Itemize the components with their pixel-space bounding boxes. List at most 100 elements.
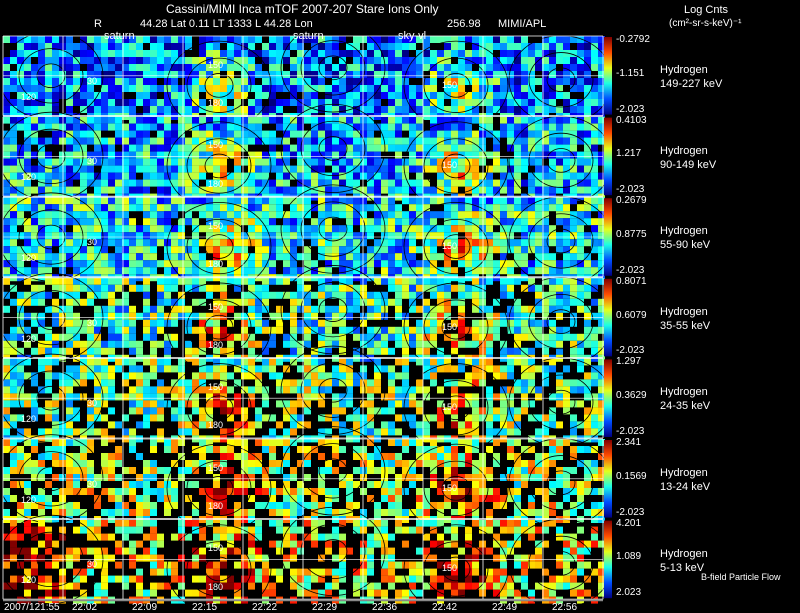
colorbar-max-label: -0.2792 [616,34,650,45]
contour-label: 120 [21,495,36,505]
footer-note: B-field Particle Flow [701,572,781,582]
colorbar-mid-label: 1.089 [616,551,641,562]
colorbar [604,359,612,437]
channel-energy-range: 55-90 keV [660,239,710,251]
colorbar-max-label: 2.341 [616,437,641,448]
channel-species: Hydrogen [660,548,708,560]
time-tick-label: 2007/121:55 [4,602,60,613]
contour-label: 120 [21,92,36,102]
channel-energy-range: 149-227 keV [660,78,722,90]
colorbar-min-label: -2.023 [616,426,644,437]
channel-species: Hydrogen [660,145,708,157]
plot-title: Cassini/MIMI Inca mTOF 2007-207 Stare Io… [166,2,439,16]
colorbar-mid-label: -1.151 [616,68,644,79]
time-tick-label: 22:29 [312,602,337,613]
channel-energy-range: 24-35 keV [660,400,710,412]
legend-title: Log Cnts [684,4,728,16]
time-tick-label: 22:15 [192,602,217,613]
contour-label: 180 [208,340,223,350]
colorbar-max-label: 0.2679 [616,195,647,206]
channel-energy-range: 35-55 keV [660,320,710,332]
colorbar-min-label: 2.023 [616,587,641,598]
contour-label: 150 [208,463,223,473]
channel-species: Hydrogen [660,306,708,318]
contour-label: 150 [442,483,457,493]
contour-label: 180 [208,501,223,511]
legend-units: (cm²-sr-s-keV)⁻¹ [669,18,741,29]
overlay-label-saturn: saturn [104,30,135,42]
contour-label: 180 [208,179,223,189]
channel-species: Hydrogen [660,64,708,76]
time-tick-label: 22:56 [552,602,577,613]
time-tick-label: 22:09 [132,602,157,613]
contour-label: 180 [208,98,223,108]
channel-species: Hydrogen [660,386,708,398]
colorbar-mid-label: 0.3629 [616,390,647,401]
channel-energy-range: 90-149 keV [660,159,716,171]
contour-label: 120 [21,414,36,424]
colorbar [604,440,612,518]
value-readout: 256.98 [447,18,481,30]
contour-label: 30 [87,559,97,569]
colorbar [604,118,612,196]
colorbar-mid-label: 1.217 [616,148,641,159]
contour-label: 120 [21,172,36,182]
channel-energy-range: 13-24 keV [660,481,710,493]
colorbar [604,279,612,357]
colorbar-min-label: -2.023 [616,345,644,356]
channel-species: Hydrogen [660,467,708,479]
r-label: R [94,18,102,30]
contour-label: 150 [208,221,223,231]
contour-label: 30 [87,76,97,86]
time-tick-label: 22:36 [372,602,397,613]
colorbar-mid-label: 0.1569 [616,471,647,482]
colorbar [604,521,612,599]
colorbar-min-label: -2.023 [616,104,644,115]
contour-label: 30 [87,156,97,166]
contour-label: 180 [208,420,223,430]
time-tick-label: 22:02 [72,602,97,613]
contour-label: 120 [21,253,36,263]
contour-label: 150 [208,140,223,150]
org-label: MIMI/APL [498,18,546,30]
contour-label: 30 [87,318,97,328]
contour-label: 150 [208,60,223,70]
colorbar-mid-label: 0.6079 [616,310,647,321]
contour-label: 30 [87,479,97,489]
colorbar-max-label: 0.8071 [616,276,647,287]
channel-species: Hydrogen [660,225,708,237]
contour-label: 120 [21,575,36,585]
contour-label: 150 [208,382,223,392]
contour-label: 150 [442,241,457,251]
contour-label: 120 [21,334,36,344]
contour-label: 180 [208,582,223,592]
colorbar-min-label: -2.023 [616,507,644,518]
colorbar-max-label: 4.201 [616,518,641,529]
contour-label: 150 [442,322,457,332]
overlay-label-sky: sky-vl [398,30,426,42]
contour-label: 150 [442,563,457,573]
channel-energy-range: 5-13 keV [660,562,704,574]
colorbar-max-label: 0.4103 [616,115,647,126]
colorbar-min-label: -2.023 [616,265,644,276]
contour-label: 150 [208,302,223,312]
time-tick-label: 22:22 [252,602,277,613]
contour-label: 150 [442,160,457,170]
contour-label: 150 [442,80,457,90]
colorbar-max-label: 1.297 [616,356,641,367]
geometry-readout: 44.28 Lat 0.11 LT 1333 L 44.28 Lon [140,18,313,30]
colorbar [604,198,612,276]
overlay-label-saturn: saturn [293,30,324,42]
contour-label: 150 [208,543,223,553]
contour-label: 150 [442,402,457,412]
colorbar-mid-label: 0.8775 [616,229,647,240]
colorbar-min-label: -2.023 [616,184,644,195]
contour-label: 30 [87,237,97,247]
channel-panel [0,507,613,609]
time-tick-label: 22:49 [492,602,517,613]
contour-label: 30 [87,398,97,408]
contour-label: 180 [208,259,223,269]
colorbar [604,37,612,115]
time-tick-label: 22:42 [432,602,457,613]
